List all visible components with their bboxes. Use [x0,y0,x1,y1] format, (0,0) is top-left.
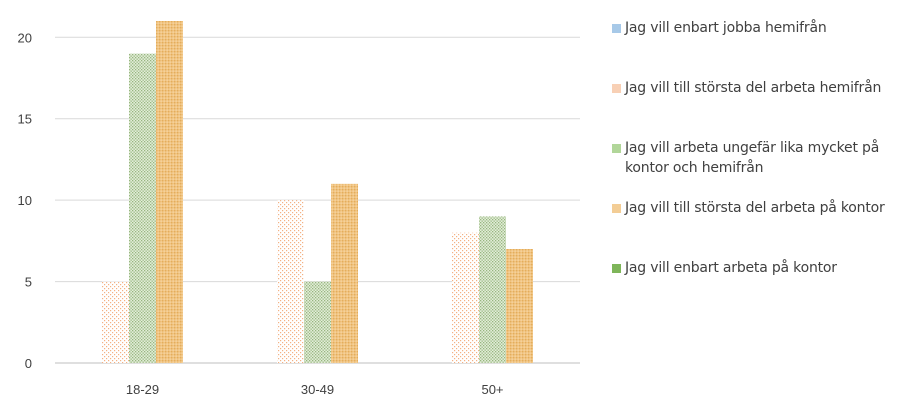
legend-swatch [612,84,621,93]
bar-50+-series-3 [506,249,533,363]
legend-label: Jag vill enbart arbeta på kontor [625,258,904,278]
bar-18-29-series-1 [102,282,129,363]
bar-18-29-series-3 [156,21,183,363]
legend-item: Jag vill till största del arbeta hemifrå… [612,78,904,98]
legend-swatch [612,24,621,33]
legend-item: Jag vill enbart jobba hemifrån [612,18,904,38]
y-tick-label: 0 [25,356,32,371]
y-axis-ticks: 0 5 10 15 20 [18,30,32,371]
y-tick-label: 10 [18,193,32,208]
bar-18-29-series-2 [129,54,156,363]
legend-item: Jag vill enbart arbeta på kontor [612,258,904,278]
bars [102,21,533,363]
legend-swatch [612,204,621,213]
legend-label: Jag vill till största del arbeta på kont… [625,198,904,218]
legend-label: Jag vill enbart jobba hemifrån [625,18,904,38]
legend-label: Jag vill arbeta ungefär lika mycket på k… [625,138,904,178]
legend-item: Jag vill arbeta ungefär lika mycket på k… [612,138,904,178]
bar-30-49-series-2 [304,282,331,363]
bar-50+-series-1 [452,233,479,363]
legend-swatch [612,264,621,273]
bar-chart: 0 5 10 15 20 18-29 30-49 50+ [0,0,600,401]
y-tick-label: 5 [25,275,32,290]
bar-30-49-series-1 [277,200,304,363]
x-category-label: 50+ [481,382,503,397]
y-tick-label: 20 [18,30,32,45]
legend-item: Jag vill till största del arbeta på kont… [612,198,904,218]
y-tick-label: 15 [18,112,32,127]
legend-swatch [612,144,621,153]
bar-30-49-series-3 [331,184,358,363]
x-axis-categories: 18-29 30-49 50+ [126,382,504,397]
x-category-label: 18-29 [126,382,159,397]
legend-label: Jag vill till största del arbeta hemifrå… [625,78,904,98]
bar-50+-series-2 [479,216,506,363]
x-category-label: 30-49 [301,382,334,397]
